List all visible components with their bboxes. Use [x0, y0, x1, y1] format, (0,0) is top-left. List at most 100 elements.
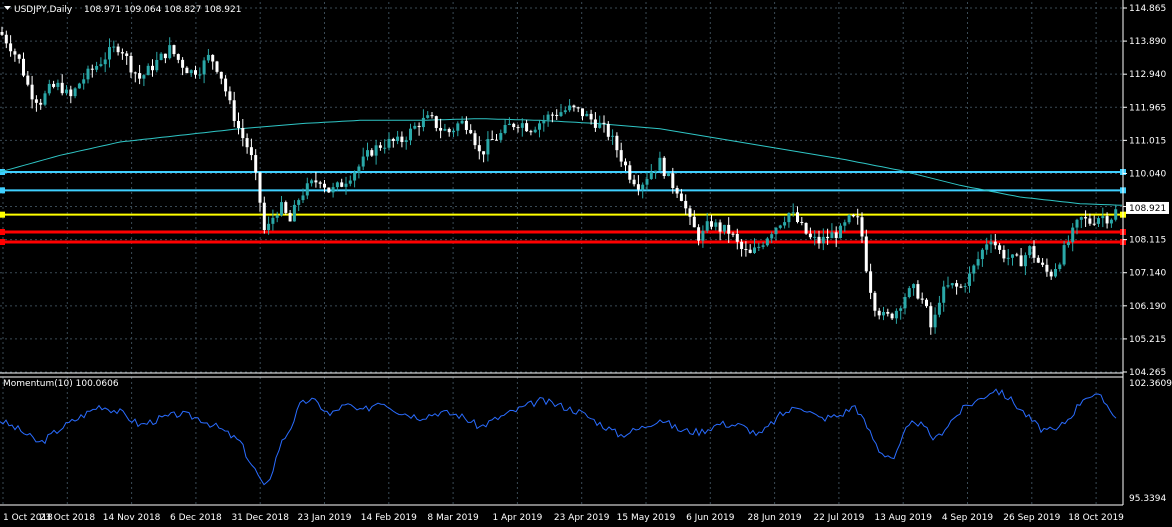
candle-body	[937, 302, 941, 315]
candle-body	[108, 47, 111, 60]
candle-body	[890, 313, 894, 319]
candle-body	[120, 52, 124, 54]
candle-body	[280, 202, 283, 216]
candle-body	[361, 156, 365, 167]
candle-body	[421, 117, 425, 128]
candle-body	[649, 171, 653, 180]
horizontal-lines-layer	[0, 169, 1126, 245]
candle-body	[611, 135, 615, 137]
candle-body	[378, 145, 382, 148]
candle-body	[576, 107, 580, 109]
x-tick-label: 31 Dec 2018	[231, 513, 289, 523]
candle-body	[297, 200, 301, 205]
candle-body	[344, 183, 348, 187]
candle-body	[503, 124, 507, 134]
candle-body	[151, 65, 154, 71]
candle-body	[641, 184, 645, 190]
candle-body	[176, 54, 180, 60]
candle-body	[413, 125, 417, 129]
price-tick-label: 107.140	[1129, 269, 1166, 279]
candle-body	[826, 236, 830, 239]
candle-body	[215, 61, 219, 72]
candle-body	[688, 208, 692, 217]
candle-body	[533, 129, 537, 133]
candle-body	[77, 83, 81, 89]
level-handle-left[interactable]	[0, 169, 5, 175]
candle-body	[942, 286, 946, 303]
candle-body	[525, 123, 529, 132]
candle-body	[933, 314, 937, 328]
candle-body	[65, 89, 68, 94]
candle-body	[52, 83, 56, 87]
candle-body	[249, 147, 253, 156]
candle-body	[658, 157, 662, 171]
candle-body	[331, 187, 335, 193]
candle-body	[237, 120, 240, 129]
price-tick-label: 106.190	[1129, 302, 1166, 312]
candle-body	[1114, 209, 1118, 220]
candle-body	[228, 91, 232, 101]
moving-average-line	[0, 118, 1123, 206]
candle-body	[817, 236, 821, 244]
collapse-arrow-icon[interactable]	[4, 6, 11, 10]
candle-body	[275, 215, 279, 218]
candle-body	[125, 53, 129, 56]
price-tick-label: 111.965	[1129, 103, 1166, 113]
candle-body	[624, 161, 627, 166]
candle-body	[335, 182, 339, 188]
candle-body	[1049, 271, 1053, 277]
candle-body	[90, 68, 94, 70]
candle-body	[202, 60, 206, 75]
candle-body	[684, 200, 688, 209]
candle-body	[271, 217, 275, 224]
candle-body	[778, 225, 782, 228]
candle-body	[615, 135, 619, 151]
candle-body	[56, 82, 60, 87]
candle-body	[370, 150, 374, 156]
candle-body	[1109, 219, 1113, 224]
candle-body	[830, 232, 834, 239]
candle-body	[1088, 218, 1092, 224]
candle-body	[946, 285, 950, 287]
candle-body	[869, 271, 873, 293]
candle-body	[722, 224, 726, 232]
candle-body	[886, 311, 890, 314]
candle-body	[374, 145, 378, 156]
candle-body	[60, 82, 64, 94]
level-handle-left[interactable]	[0, 239, 5, 245]
candle-body	[667, 173, 670, 177]
candle-body	[761, 245, 765, 247]
candle-body	[194, 70, 197, 75]
x-tick-label: 23 Apr 2019	[554, 513, 610, 523]
current-price-box	[1126, 201, 1169, 214]
level-handle-left[interactable]	[0, 187, 5, 194]
candle-body	[748, 249, 752, 253]
candle-body	[774, 227, 778, 235]
level-handle-left[interactable]	[0, 229, 5, 235]
candle-body	[1006, 257, 1010, 259]
candle-body	[1023, 255, 1027, 267]
candle-body	[241, 128, 245, 139]
symbol-title-text: USDJPY,Daily	[14, 5, 73, 15]
candle-body	[860, 217, 864, 237]
candle-body	[69, 89, 73, 97]
candle-body	[783, 222, 787, 226]
candle-body	[86, 68, 90, 80]
candle-body	[692, 216, 696, 228]
x-tick-label: 14 Feb 2019	[361, 513, 417, 523]
price-tick-label: 112.940	[1129, 70, 1166, 80]
level-handle-left[interactable]	[0, 211, 5, 218]
candle-body	[1011, 254, 1014, 258]
candle-body	[391, 138, 395, 142]
candle-body	[976, 259, 980, 266]
candle-body	[340, 182, 344, 187]
candle-body	[404, 140, 408, 143]
candle-body	[873, 292, 877, 311]
candle-body	[224, 78, 228, 92]
momentum-line	[0, 388, 1117, 486]
candle-body	[189, 70, 193, 74]
candle-body	[396, 136, 400, 142]
candle-body	[383, 147, 387, 149]
